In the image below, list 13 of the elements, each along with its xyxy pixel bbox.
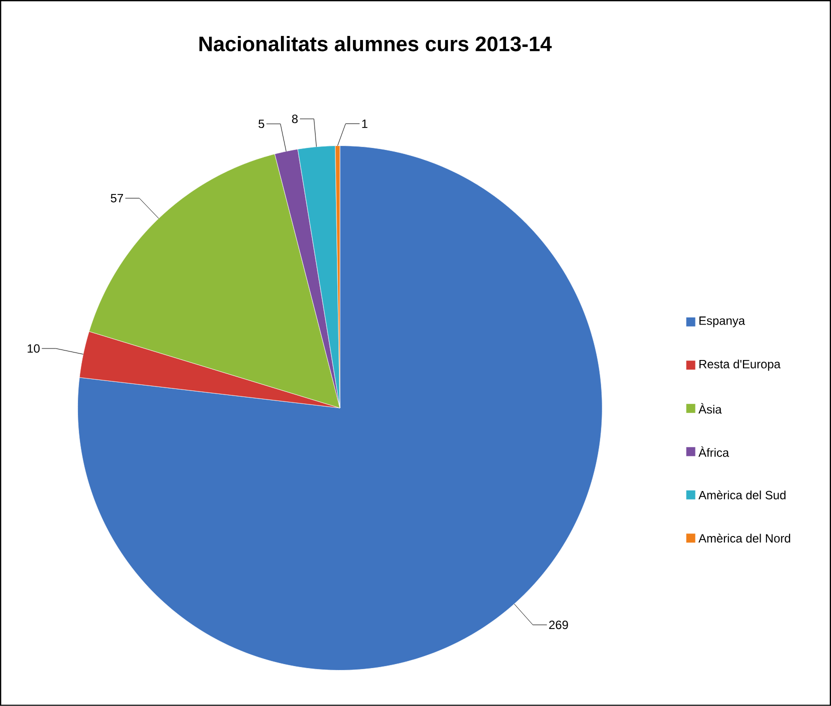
chart-title: Nacionalitats alumnes curs 2013-14 (199, 36, 552, 52)
data-label: 8 (292, 114, 298, 124)
legend-label: Àfrica (698, 446, 730, 457)
data-label: 57 (110, 194, 124, 202)
legend-label: Àsia (698, 403, 722, 414)
data-label: 10 (28, 344, 40, 353)
legend-label: Espanya (699, 316, 746, 328)
data-label: 5 (258, 120, 264, 128)
data-label: 1 (362, 120, 368, 128)
legend-label: Resta d'Europa (699, 360, 781, 371)
data-label: 269 (549, 620, 568, 630)
legend-label: Amèrica del Sud (698, 490, 786, 500)
legend-label: Amèrica del Nord (698, 534, 790, 543)
